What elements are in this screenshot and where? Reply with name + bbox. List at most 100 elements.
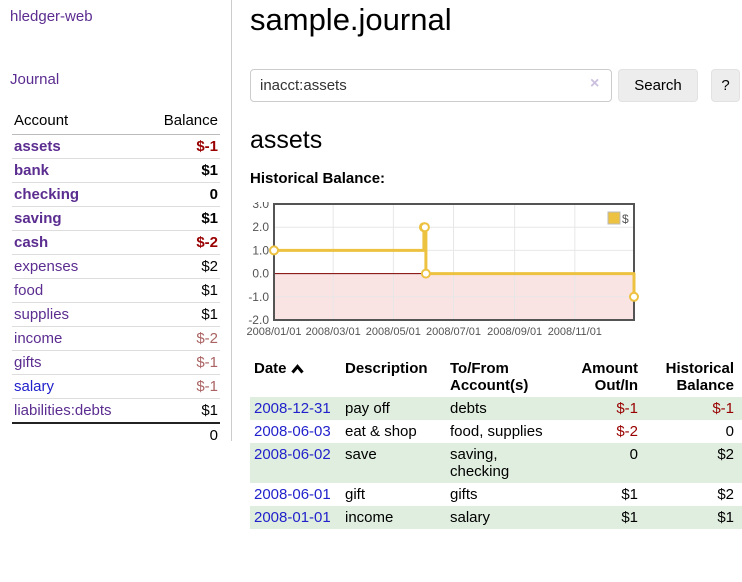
svg-text:2008/11/01: 2008/11/01 — [548, 326, 602, 338]
transaction-description: pay off — [345, 397, 450, 420]
account-row: salary $-1 — [12, 375, 220, 399]
transaction-description: income — [345, 506, 450, 529]
account-link-liabilities-debts[interactable]: liabilities:debts — [14, 402, 112, 419]
svg-text:3.0: 3.0 — [252, 202, 269, 211]
register-header-balance: Historical Balance — [646, 357, 742, 397]
main-content: sample.journal × Search ? assets Histori… — [250, 0, 742, 529]
sort-ascending-icon — [291, 364, 304, 374]
account-balance: $1 — [144, 399, 220, 424]
historical-balance-chart: 3.0 2.0 1.0 0.0 -1.0 -2.02008/01/01 2008/03/01… — [243, 202, 703, 342]
transaction-amount: $1 — [568, 506, 646, 529]
register-header-date: Date — [250, 357, 345, 397]
app-title-link[interactable]: hledger-web — [10, 8, 93, 25]
account-row: cash $-2 — [12, 231, 220, 255]
transaction-date-link[interactable]: 2008-01-01 — [254, 509, 331, 526]
account-row: checking 0 — [12, 183, 220, 207]
svg-text:1.0: 1.0 — [252, 243, 269, 257]
svg-text:2008/05/01: 2008/05/01 — [366, 326, 421, 338]
page-title: sample.journal — [250, 2, 742, 38]
account-row: assets $-1 — [12, 135, 220, 159]
search-input[interactable] — [250, 69, 612, 102]
register-row: 2008-01-01 income salary $1 $1 — [250, 506, 742, 529]
svg-text:-1.0: -1.0 — [248, 290, 269, 304]
accounts-header-account: Account — [12, 109, 144, 135]
account-balance: $-2 — [144, 231, 220, 255]
clear-search-icon[interactable]: × — [590, 76, 599, 92]
account-link-income[interactable]: income — [14, 330, 62, 347]
accounts-total-row: 0 — [12, 423, 220, 447]
svg-text:0.0: 0.0 — [252, 267, 269, 281]
account-heading: assets — [250, 126, 742, 155]
account-balance: $-2 — [144, 327, 220, 351]
transaction-accounts: saving, checking — [450, 443, 568, 483]
sidebar: hledger-web Journal Account Balance asse… — [0, 0, 232, 441]
register-header-accounts: To/From Account(s) — [450, 357, 568, 397]
register-header-amount: Amount Out/In — [568, 357, 646, 397]
app-title: hledger-web — [10, 8, 219, 25]
account-link-expenses[interactable]: expenses — [14, 258, 78, 275]
account-row: food $1 — [12, 279, 220, 303]
svg-text:2.0: 2.0 — [252, 220, 269, 234]
transaction-balance: $2 — [646, 483, 742, 506]
transaction-date-link[interactable]: 2008-06-03 — [254, 423, 331, 440]
register-row: 2008-06-02 save saving, checking 0 $2 — [250, 443, 742, 483]
account-link-food[interactable]: food — [14, 282, 43, 299]
account-balance: $2 — [144, 255, 220, 279]
account-link-supplies[interactable]: supplies — [14, 306, 69, 323]
account-balance: 0 — [144, 183, 220, 207]
register-row: 2008-12-31 pay off debts $-1 $-1 — [250, 397, 742, 420]
account-balance: $-1 — [144, 351, 220, 375]
chart-title: Historical Balance: — [250, 170, 742, 187]
transaction-amount: 0 — [568, 443, 646, 483]
accounts-table-header: Account Balance — [12, 109, 220, 135]
account-balance: $1 — [144, 279, 220, 303]
svg-text:2008/07/01: 2008/07/01 — [426, 326, 481, 338]
register-table: Date Description To/From Account(s) Amou… — [250, 357, 742, 529]
help-button[interactable]: ? — [711, 69, 740, 102]
transaction-date-link[interactable]: 2008-06-02 — [254, 446, 331, 463]
transaction-date-link[interactable]: 2008-12-31 — [254, 400, 331, 417]
account-link-bank[interactable]: bank — [14, 162, 49, 179]
register-header-description: Description — [345, 357, 450, 397]
sidebar-item-journal[interactable]: Journal — [10, 71, 219, 88]
account-link-saving[interactable]: saving — [14, 210, 62, 227]
account-row: saving $1 — [12, 207, 220, 231]
transaction-amount: $-1 — [568, 397, 646, 420]
svg-text:2008/09/01: 2008/09/01 — [487, 326, 542, 338]
transaction-balance: $2 — [646, 443, 742, 483]
accounts-total-value: 0 — [144, 423, 220, 447]
account-row: supplies $1 — [12, 303, 220, 327]
transaction-amount: $1 — [568, 483, 646, 506]
account-row: income $-2 — [12, 327, 220, 351]
account-link-salary[interactable]: salary — [14, 378, 54, 395]
svg-text:2008/01/01: 2008/01/01 — [246, 326, 301, 338]
account-row: gifts $-1 — [12, 351, 220, 375]
account-balance: $-1 — [144, 135, 220, 159]
transaction-accounts: gifts — [450, 483, 568, 506]
svg-text:2008/03/01: 2008/03/01 — [306, 326, 361, 338]
register-row: 2008-06-03 eat & shop food, supplies $-2… — [250, 420, 742, 443]
transaction-accounts: food, supplies — [450, 420, 568, 443]
transaction-description: gift — [345, 483, 450, 506]
account-link-gifts[interactable]: gifts — [14, 354, 42, 371]
svg-text:$: $ — [622, 212, 629, 226]
svg-text:-2.0: -2.0 — [248, 313, 269, 327]
accounts-table: Account Balance assets $-1 bank $1 check… — [12, 109, 220, 447]
account-balance: $1 — [144, 207, 220, 231]
account-row: expenses $2 — [12, 255, 220, 279]
register-row: 2008-06-01 gift gifts $1 $2 — [250, 483, 742, 506]
account-row: bank $1 — [12, 159, 220, 183]
register-header-date-label: Date — [254, 360, 287, 377]
account-balance: $1 — [144, 303, 220, 327]
account-link-cash[interactable]: cash — [14, 234, 48, 251]
transaction-balance: $1 — [646, 506, 742, 529]
transaction-balance: $-1 — [646, 397, 742, 420]
account-link-assets[interactable]: assets — [14, 138, 61, 155]
transaction-accounts: salary — [450, 506, 568, 529]
transaction-date-link[interactable]: 2008-06-01 — [254, 486, 331, 503]
transaction-accounts: debts — [450, 397, 568, 420]
account-balance: $-1 — [144, 375, 220, 399]
account-row: liabilities:debts $1 — [12, 399, 220, 424]
account-link-checking[interactable]: checking — [14, 186, 79, 203]
search-button[interactable]: Search — [618, 69, 698, 102]
